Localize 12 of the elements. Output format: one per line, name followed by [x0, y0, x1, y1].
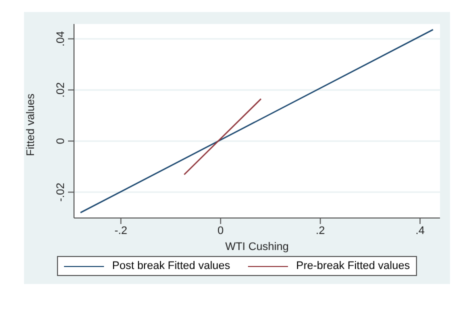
- y-axis-title: Fitted values: [24, 93, 37, 156]
- y-tick-label: .02: [55, 82, 67, 98]
- y-tick-label: .04: [55, 31, 67, 46]
- x-tick-label: .4: [415, 224, 425, 237]
- legend-label: Post break Fitted values: [112, 260, 230, 272]
- x-tick-label: -.2: [114, 224, 128, 237]
- y-tick-label: -.02: [55, 182, 67, 202]
- legend-label: Pre-break Fitted values: [296, 260, 410, 272]
- y-tick-label: 0: [55, 138, 67, 144]
- x-tick-label: .2: [316, 224, 325, 237]
- x-axis-title: WTI Cushing: [225, 241, 289, 253]
- x-tick-label: 0: [218, 224, 224, 237]
